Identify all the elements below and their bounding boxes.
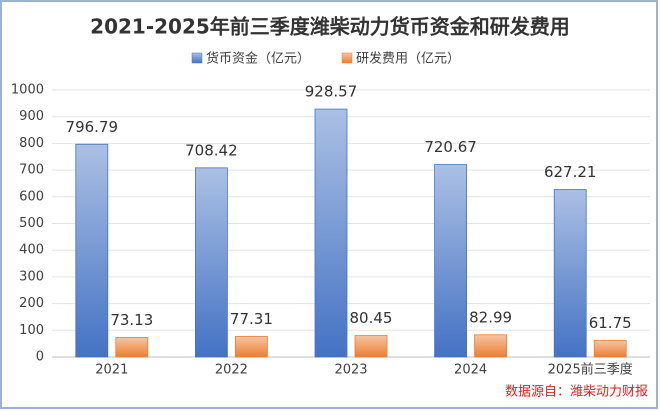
bar <box>234 335 268 358</box>
value-label: 720.67 <box>424 138 477 156</box>
value-label: 61.75 <box>589 314 632 332</box>
bar <box>75 143 109 358</box>
y-tick-label: 100 <box>19 323 44 338</box>
value-label: 73.13 <box>110 311 153 329</box>
y-tick-label: 600 <box>19 189 44 204</box>
bar <box>434 164 468 358</box>
x-tick-label: 2022 <box>215 363 248 378</box>
value-label: 627.21 <box>544 163 597 181</box>
chart-title: 2021-2025年前三季度潍柴动力货币资金和研发费用 <box>90 15 570 39</box>
value-label: 928.57 <box>305 83 358 101</box>
x-tick-label: 2025前三季度 <box>548 362 633 378</box>
y-tick-label: 1000 <box>11 83 44 98</box>
bar <box>553 189 587 358</box>
y-tick-label: 800 <box>19 136 44 151</box>
bar <box>593 340 627 358</box>
bar <box>194 167 228 358</box>
value-label: 82.99 <box>469 308 512 326</box>
legend-label: 研发费用（亿元） <box>356 51 460 67</box>
source-note: 数据源自：潍柴动力财报 <box>505 385 648 400</box>
y-tick-label: 700 <box>19 163 44 178</box>
x-tick-label: 2021 <box>95 363 128 378</box>
legend-swatch <box>191 52 203 64</box>
y-tick-label: 900 <box>19 109 44 124</box>
legend-label: 货币资金（亿元） <box>206 51 310 67</box>
bar <box>314 108 348 358</box>
y-tick-label: 300 <box>19 269 44 284</box>
y-tick-label: 400 <box>19 243 44 258</box>
bar <box>115 337 149 358</box>
x-tick-label: 2023 <box>334 363 367 378</box>
value-label: 708.42 <box>185 141 238 159</box>
bar <box>354 335 388 358</box>
y-tick-label: 500 <box>19 216 44 231</box>
value-label: 796.79 <box>66 118 119 136</box>
bar <box>474 334 508 358</box>
y-tick-label: 200 <box>19 296 44 311</box>
value-label: 80.45 <box>350 309 393 327</box>
y-tick-label: 0 <box>36 350 44 365</box>
value-label: 77.31 <box>230 310 273 328</box>
legend-swatch <box>341 52 353 64</box>
x-tick-label: 2024 <box>454 363 487 378</box>
